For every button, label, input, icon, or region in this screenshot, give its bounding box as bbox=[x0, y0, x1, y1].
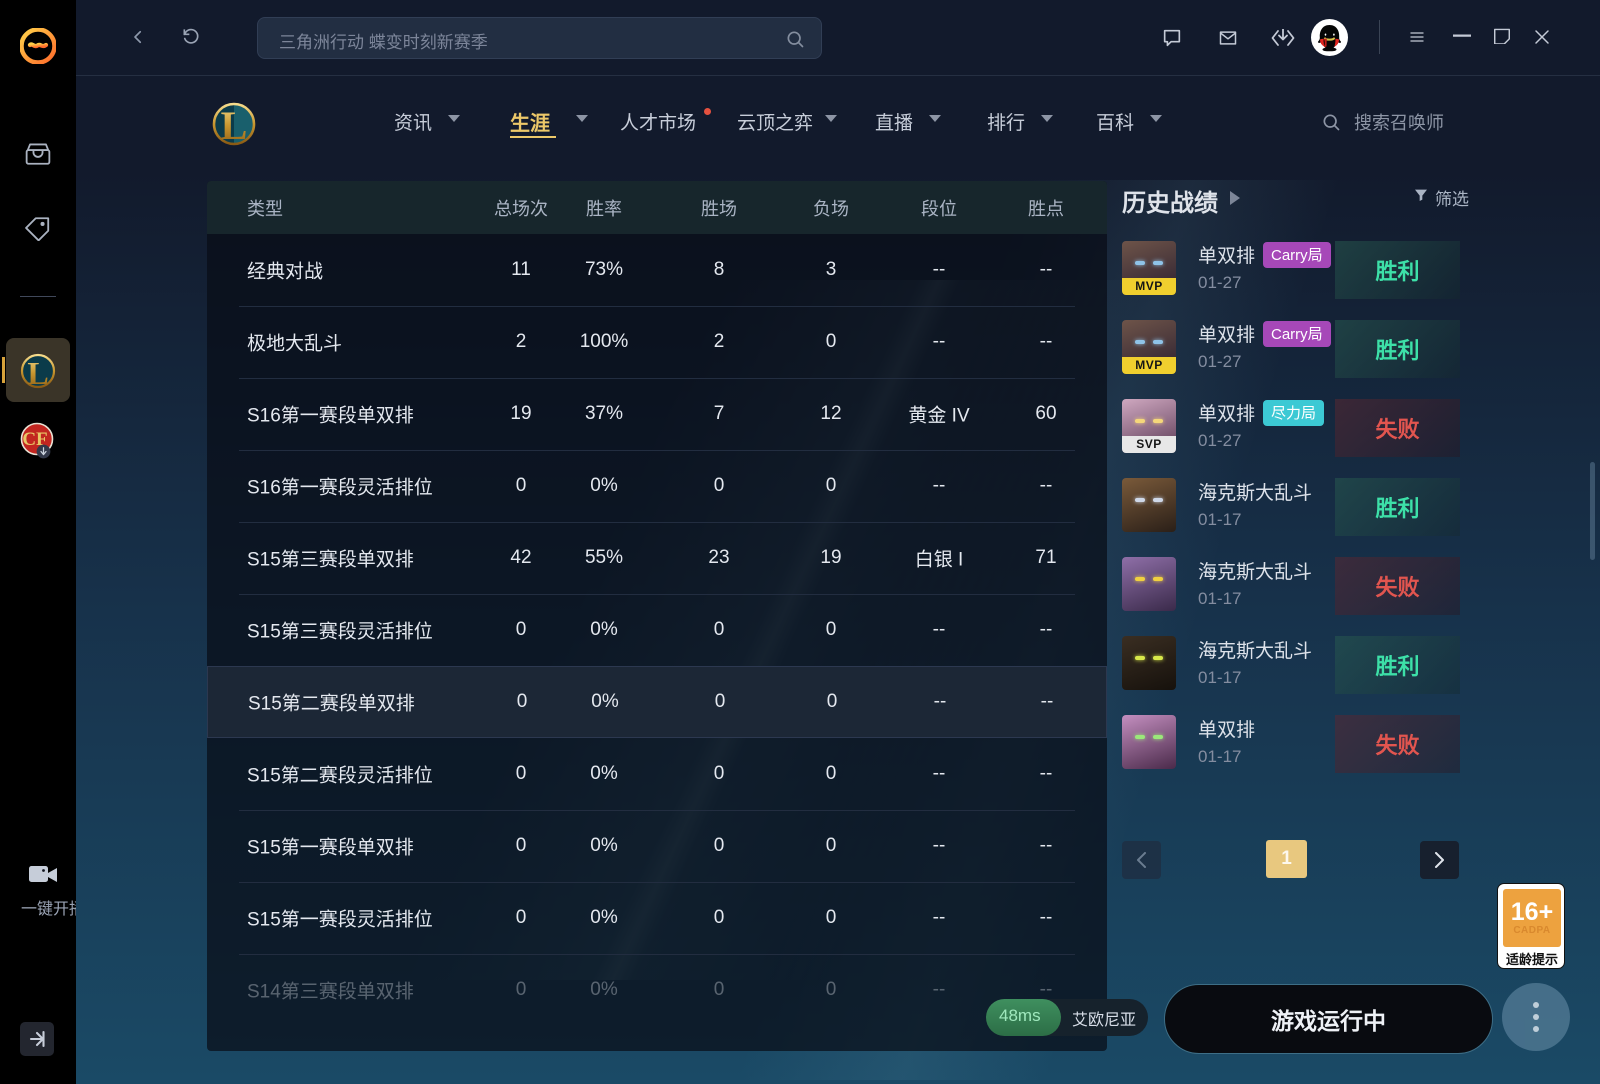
svg-text:L: L bbox=[27, 355, 48, 390]
svg-text:L: L bbox=[221, 103, 248, 148]
